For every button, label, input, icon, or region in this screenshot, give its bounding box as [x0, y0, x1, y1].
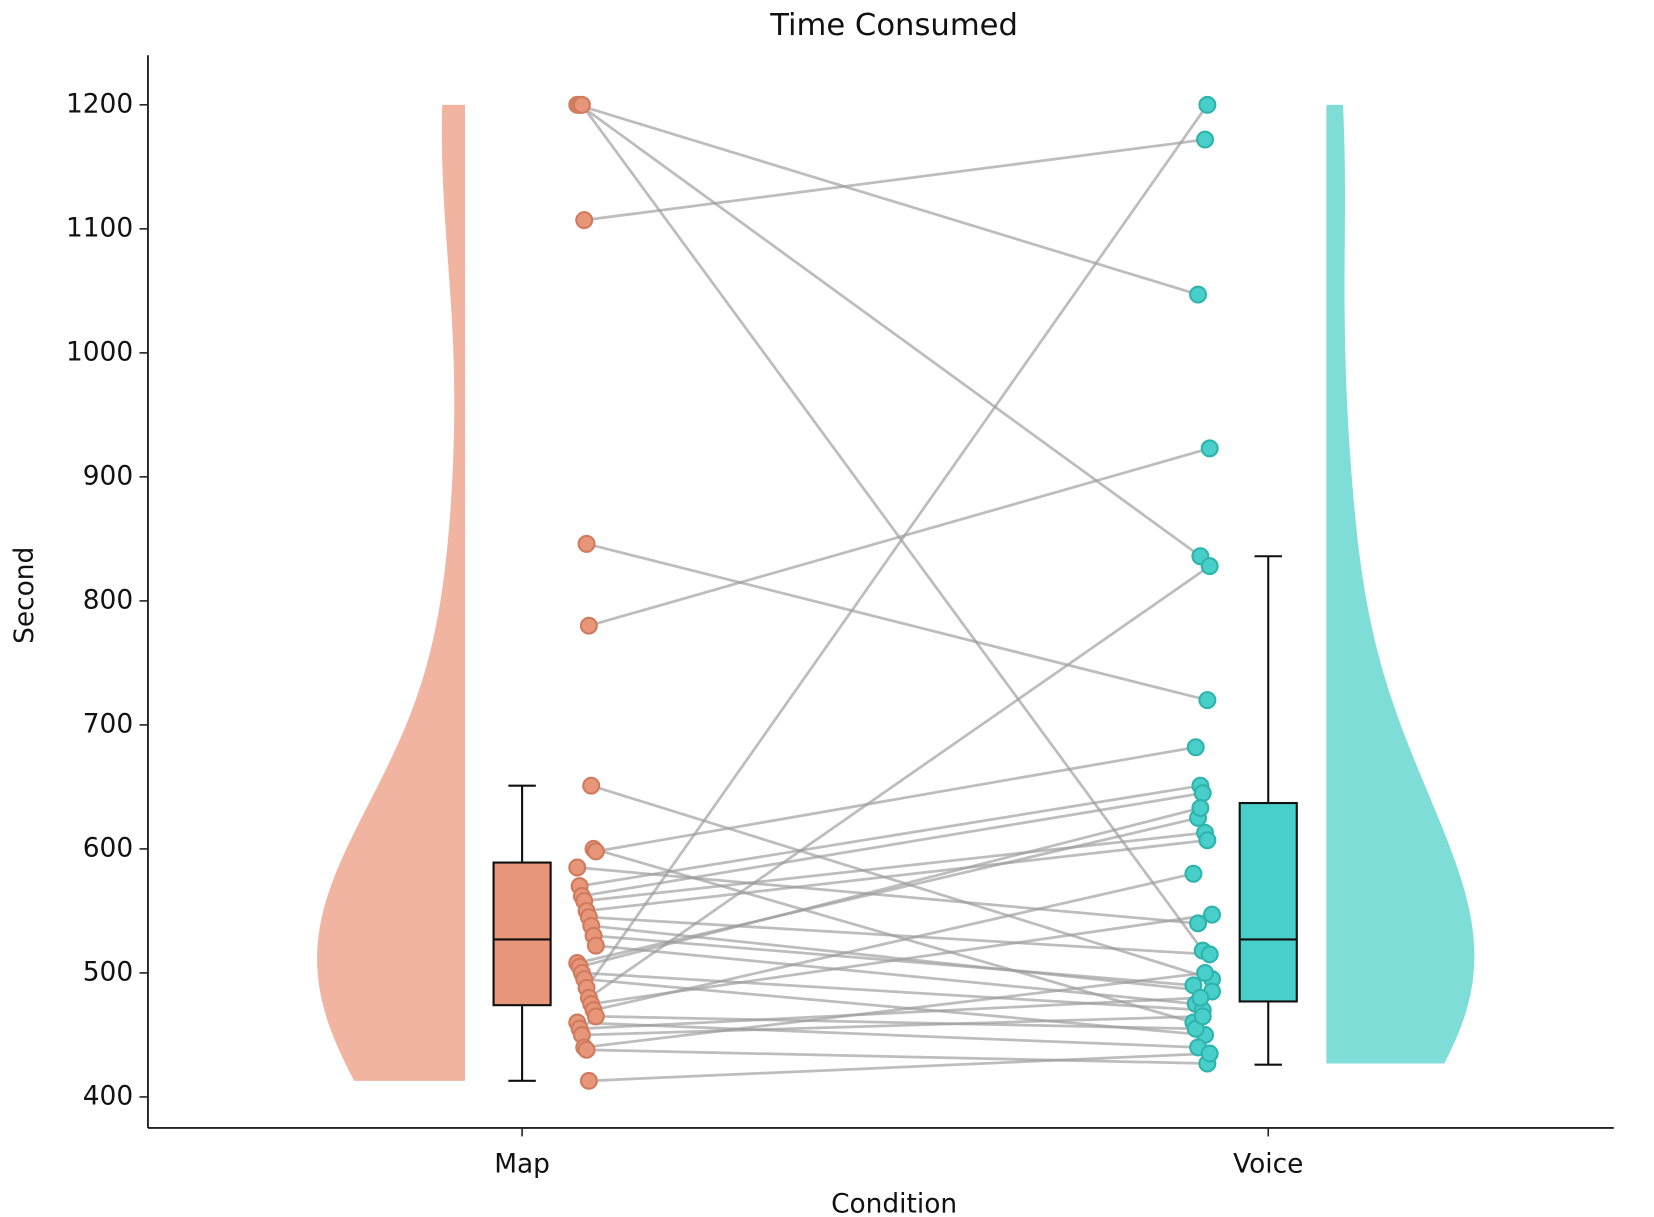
- pair-line: [591, 913, 1213, 1006]
- chart-title: Time Consumed: [769, 8, 1018, 43]
- point: [1200, 1044, 1219, 1063]
- pair-line: [576, 103, 1199, 296]
- point: [1200, 945, 1219, 964]
- point: [1191, 799, 1210, 817]
- pair-line: [579, 806, 1201, 969]
- point: [1198, 95, 1217, 114]
- point: [1198, 691, 1217, 710]
- y-tick-label: 800: [83, 584, 133, 615]
- point: [1189, 914, 1208, 933]
- y-tick-label: 700: [83, 708, 133, 739]
- point: [568, 858, 587, 877]
- pair-line: [585, 104, 1209, 989]
- violin: [1326, 104, 1475, 1064]
- x-tick-label: Map: [494, 1148, 550, 1179]
- point: [572, 95, 591, 114]
- pair-line: [588, 447, 1211, 628]
- box: [492, 861, 552, 1007]
- pair-line: [584, 831, 1206, 903]
- point: [586, 1007, 605, 1026]
- point: [579, 616, 598, 635]
- point: [579, 1071, 598, 1090]
- y-tick-label: 1000: [66, 336, 133, 367]
- pair-line: [588, 565, 1211, 999]
- point: [1189, 285, 1208, 304]
- pair-line: [578, 103, 1202, 558]
- pair-line: [590, 784, 1213, 981]
- point: [586, 936, 605, 955]
- pair-line: [576, 816, 1199, 965]
- pair-line: [593, 872, 1194, 1012]
- point: [1193, 1007, 1212, 1026]
- point: [1191, 988, 1210, 1007]
- point: [1198, 831, 1217, 850]
- point: [577, 534, 596, 553]
- point: [1200, 439, 1219, 458]
- x-tick-label: Voice: [1233, 1148, 1303, 1179]
- pair-line: [586, 838, 1208, 913]
- point: [586, 842, 605, 861]
- y-tick-label: 900: [83, 460, 133, 491]
- pair-line: [586, 1048, 1208, 1065]
- point: [1196, 963, 1215, 982]
- violin: [317, 104, 466, 1081]
- y-tick-label: 600: [83, 832, 133, 863]
- y-tick-label: 1100: [66, 212, 133, 243]
- pair-line: [588, 915, 1210, 956]
- pair-line: [577, 1021, 1199, 1049]
- box: [1238, 801, 1298, 1003]
- x-axis-label: Condition: [831, 1189, 957, 1217]
- pair-line: [581, 1014, 1203, 1037]
- pair-line: [581, 791, 1203, 898]
- pair-line: [579, 996, 1201, 1031]
- pair-line: [588, 1052, 1210, 1083]
- pair-line: [577, 866, 1199, 925]
- point: [577, 1040, 596, 1059]
- pair-line: [584, 138, 1206, 222]
- point: [1184, 864, 1203, 883]
- point: [582, 776, 601, 795]
- point: [575, 211, 594, 230]
- point: [1196, 130, 1215, 149]
- y-tick-label: 1200: [66, 88, 133, 119]
- pair-line: [580, 104, 1204, 952]
- point: [1186, 738, 1205, 757]
- pair-line: [579, 784, 1201, 888]
- y-axis-label: Second: [9, 547, 40, 644]
- pair-line: [595, 1014, 1196, 1031]
- pair-line: [586, 542, 1208, 702]
- point: [1200, 557, 1219, 576]
- point: [1193, 784, 1212, 803]
- y-tick-label: 500: [83, 956, 133, 987]
- y-tick-label: 400: [83, 1080, 133, 1111]
- pair-line: [584, 971, 1206, 1049]
- pair-line: [595, 944, 1196, 1006]
- point: [1203, 905, 1222, 924]
